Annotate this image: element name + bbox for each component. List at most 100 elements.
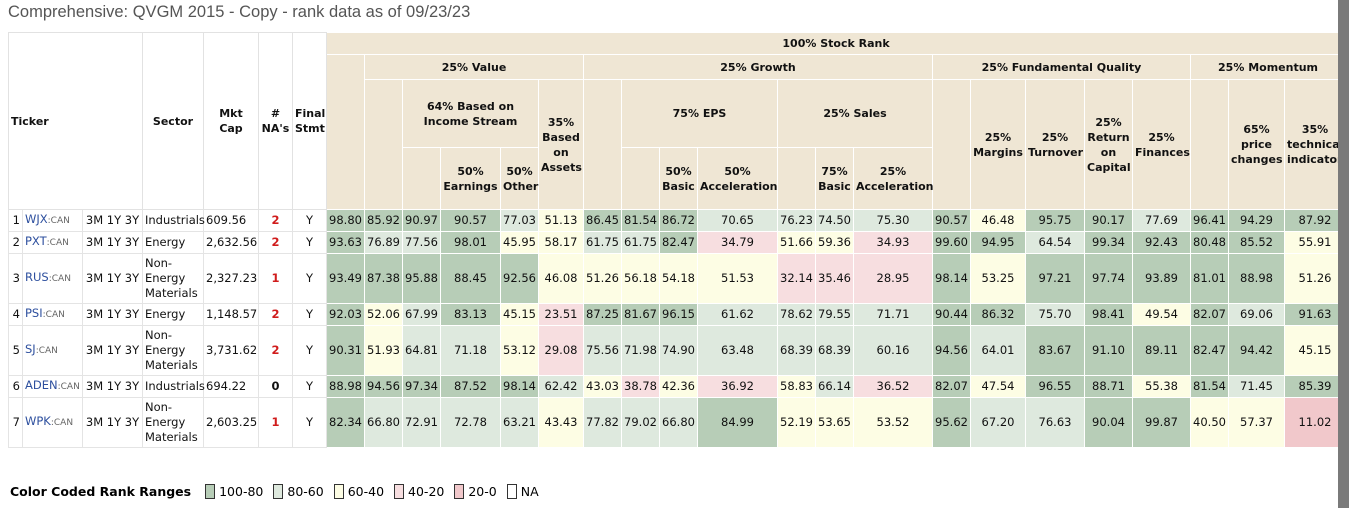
scrollbar[interactable] xyxy=(1338,0,1349,508)
score-cell: 82.47 xyxy=(659,231,698,254)
column-header: 50% Earnings xyxy=(440,147,501,210)
score-cell: 61.62 xyxy=(697,303,778,326)
na-count: 2 xyxy=(258,303,293,326)
ticker-link[interactable]: WJX xyxy=(25,212,48,226)
mkt-cap: 3,731.62 xyxy=(203,325,259,376)
score-cell: 82.34 xyxy=(326,397,365,448)
score-cell: 61.75 xyxy=(583,231,622,254)
score-cell: 93.49 xyxy=(326,253,365,304)
period-link[interactable]: 3Y xyxy=(124,415,140,429)
table-row: 7 WPK:CAN 3M 1Y 3Y Non-Energy Materials 2,60… xyxy=(8,397,1338,448)
ticker-cell: PSI:CAN xyxy=(22,303,83,326)
period-link[interactable]: 1Y xyxy=(106,213,122,227)
final-stmt: Y xyxy=(292,303,327,326)
score-cell: 95.62 xyxy=(932,397,971,448)
ticker-link[interactable]: WPK xyxy=(25,414,51,428)
score-cell: 52.06 xyxy=(364,303,403,326)
score-cell: 98.14 xyxy=(932,253,971,304)
score-cell: 81.54 xyxy=(621,209,660,232)
period-link[interactable]: 1Y xyxy=(106,343,122,357)
score-cell: 58.83 xyxy=(777,375,816,398)
period-link[interactable]: 3M xyxy=(85,213,104,227)
period-link[interactable]: 3M xyxy=(85,307,104,321)
ticker-link[interactable]: SJ xyxy=(25,342,36,356)
score-cell: 98.01 xyxy=(440,231,501,254)
score-cell: 70.65 xyxy=(697,209,778,232)
score-cell: 49.54 xyxy=(1132,303,1191,326)
group-header: 25% Value xyxy=(364,54,584,80)
period-link[interactable]: 3M xyxy=(85,235,104,249)
period-link[interactable]: 3Y xyxy=(124,271,140,285)
score-cell: 53.12 xyxy=(500,325,539,376)
score-cell: 77.82 xyxy=(583,397,622,448)
column-header: 35% technical indicators xyxy=(1283,79,1338,210)
ticker-link[interactable]: PXT xyxy=(25,234,47,248)
ticker-link[interactable]: RUS xyxy=(25,270,49,284)
legend-swatch xyxy=(394,484,405,499)
score-cell: 90.44 xyxy=(932,303,971,326)
period-link[interactable]: 1Y xyxy=(106,307,122,321)
column-header: Ticker xyxy=(8,32,143,210)
score-cell: 94.56 xyxy=(364,375,403,398)
period-link[interactable]: 1Y xyxy=(106,379,122,393)
period-link[interactable]: 1Y xyxy=(106,235,122,249)
ticker-link[interactable]: PSI xyxy=(25,306,43,320)
period-links: 3M 1Y 3Y xyxy=(82,375,143,398)
legend-title: Color Coded Rank Ranges xyxy=(10,484,192,499)
score-cell: 86.72 xyxy=(659,209,698,232)
period-link[interactable]: 1Y xyxy=(106,271,122,285)
row-index: 2 xyxy=(8,231,23,254)
table-row: 1 WJX:CAN 3M 1Y 3Y Industrials 609.56 2 Y 98.80… xyxy=(8,209,1338,232)
score-cell: 64.81 xyxy=(402,325,441,376)
table-row: 4 PSI:CAN 3M 1Y 3Y Energy 1,148.57 2 Y 92.03 52.… xyxy=(8,303,1338,326)
period-link[interactable]: 3M xyxy=(85,379,104,393)
period-links: 3M 1Y 3Y xyxy=(82,397,143,448)
score-cell: 28.95 xyxy=(853,253,933,304)
score-cell: 86.45 xyxy=(583,209,622,232)
period-link[interactable]: 3M xyxy=(85,415,104,429)
group-header: 25% Sales xyxy=(777,79,933,148)
ticker-link[interactable]: ADEN xyxy=(25,378,58,392)
score-cell: 87.25 xyxy=(583,303,622,326)
score-cell: 95.88 xyxy=(402,253,441,304)
score-cell: 97.34 xyxy=(402,375,441,398)
score-cell: 32.14 xyxy=(777,253,816,304)
score-cell: 36.52 xyxy=(853,375,933,398)
score-cell: 81.01 xyxy=(1190,253,1229,304)
score-cell: 81.54 xyxy=(1190,375,1229,398)
row-index: 6 xyxy=(8,375,23,398)
header-spacer xyxy=(364,79,403,210)
period-link[interactable]: 3M xyxy=(85,343,104,357)
period-links: 3M 1Y 3Y xyxy=(82,325,143,376)
period-link[interactable]: 3Y xyxy=(124,235,140,249)
period-link[interactable]: 3Y xyxy=(124,343,140,357)
exchange: :CAN xyxy=(47,216,70,226)
legend-swatch xyxy=(273,484,284,499)
period-link[interactable]: 3M xyxy=(85,271,104,285)
score-cell: 87.92 xyxy=(1283,209,1338,232)
table-row: 2 PXT:CAN 3M 1Y 3Y Energy 2,632.56 2 Y 93.63 76.… xyxy=(8,231,1338,254)
period-link[interactable]: 1Y xyxy=(106,415,122,429)
score-cell: 55.38 xyxy=(1132,375,1191,398)
header-spacer xyxy=(326,54,365,210)
score-cell: 46.08 xyxy=(538,253,584,304)
row-index: 7 xyxy=(8,397,23,448)
column-header: 25% Return on Capital xyxy=(1084,79,1133,210)
period-link[interactable]: 3Y xyxy=(124,307,140,321)
score-cell: 71.18 xyxy=(440,325,501,376)
period-link[interactable]: 3Y xyxy=(124,213,140,227)
score-cell: 51.93 xyxy=(364,325,403,376)
score-cell: 60.16 xyxy=(853,325,933,376)
period-link[interactable]: 3Y xyxy=(124,379,140,393)
score-cell: 77.69 xyxy=(1132,209,1191,232)
column-header: 50% Basic xyxy=(659,147,698,210)
score-cell: 99.34 xyxy=(1084,231,1133,254)
column-header: 25% Acceleration xyxy=(853,147,934,210)
score-cell: 76.89 xyxy=(364,231,403,254)
score-cell: 80.48 xyxy=(1190,231,1229,254)
legend-label: 80-60 xyxy=(287,484,324,499)
score-cell: 67.99 xyxy=(402,303,441,326)
table-row: 5 SJ:CAN 3M 1Y 3Y Non-Energy Materials 3,731… xyxy=(8,325,1338,376)
mkt-cap: 1,148.57 xyxy=(203,303,259,326)
